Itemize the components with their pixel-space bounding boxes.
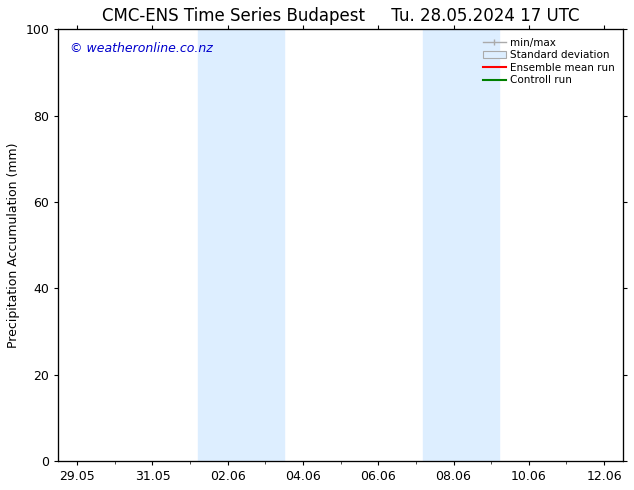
- Text: © weatheronline.co.nz: © weatheronline.co.nz: [70, 42, 212, 55]
- Bar: [198, 29, 284, 461]
- Legend: min/max, Standard deviation, Ensemble mean run, Controll run: min/max, Standard deviation, Ensemble me…: [479, 34, 618, 89]
- Title: CMC-ENS Time Series Budapest     Tu. 28.05.2024 17 UTC: CMC-ENS Time Series Budapest Tu. 28.05.2…: [102, 7, 579, 25]
- Y-axis label: Precipitation Accumulation (mm): Precipitation Accumulation (mm): [7, 143, 20, 348]
- Bar: [424, 29, 499, 461]
